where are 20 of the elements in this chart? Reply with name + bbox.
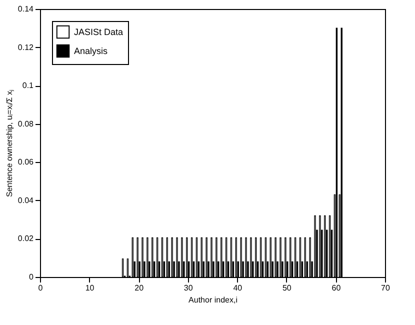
y-tick-label: 0.08 — [18, 119, 34, 128]
y-tick-label: 0.06 — [18, 158, 34, 167]
x-tick-label: 0 — [38, 284, 44, 292]
x-tick-label: 70 — [381, 284, 390, 292]
y-tick-label: 0.1 — [22, 81, 34, 90]
legend-label: JASISt Data — [74, 27, 124, 37]
x-tick-label: 10 — [85, 284, 95, 292]
x-tick-label: 50 — [282, 284, 292, 292]
x-tick-label: 60 — [332, 284, 342, 292]
legend-label: Analysis — [74, 46, 108, 56]
x-tick-label: 30 — [184, 284, 194, 292]
y-tick-label: 0.14 — [18, 4, 34, 14]
x-tick-label: 40 — [233, 284, 243, 292]
y-tick-label: 0.04 — [18, 196, 34, 205]
y-tick-label: 0.02 — [18, 234, 34, 244]
y-tick-label: 0 — [29, 272, 34, 282]
y-axis-title: Sentence ownership, uᵢ=xᵢ/Σ xⱼ — [4, 90, 14, 197]
y-tick-label: 0.12 — [18, 42, 34, 52]
x-tick-label: 20 — [134, 284, 144, 292]
x-axis-title: Author index,i — [188, 296, 238, 304]
